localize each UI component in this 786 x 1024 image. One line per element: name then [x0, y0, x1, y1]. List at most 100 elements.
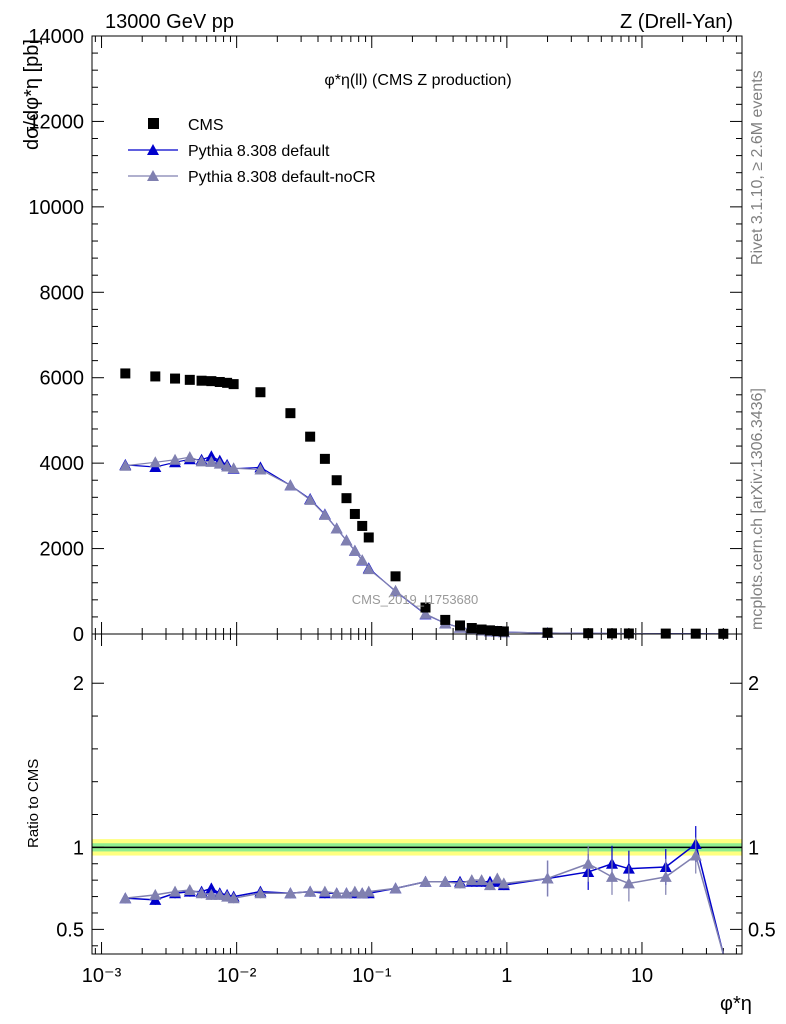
- main-series-point-1: [304, 493, 317, 505]
- cms-point: [492, 626, 503, 637]
- legend-marker-nocr: [147, 170, 159, 181]
- ratio-series-point-1: [169, 885, 182, 897]
- cms-point: [498, 626, 509, 637]
- ratio-series-point-1: [659, 870, 672, 882]
- header-right: Z (Drell-Yan): [620, 11, 733, 33]
- ratio-series-point-1: [304, 885, 317, 897]
- mcplots-label: mcplots.cern.ch [arXiv:1306.3436]: [749, 388, 766, 630]
- cms-point: [196, 375, 207, 386]
- cms-point: [363, 532, 374, 543]
- ratio-series-point-1: [330, 887, 343, 899]
- main-series-point-1: [356, 554, 369, 566]
- legend-label-cms: CMS: [188, 117, 224, 134]
- cms-point: [440, 614, 451, 625]
- ratio-series-point-1: [439, 875, 452, 887]
- cms-point: [341, 493, 352, 504]
- main-ytick-label: 14000: [28, 26, 84, 48]
- legend-label-nocr: Pythia 8.308 default-noCR: [188, 169, 376, 186]
- ratio-series-point-1: [582, 857, 595, 869]
- x-tick-label: 10⁻³: [82, 965, 122, 987]
- cms-point: [455, 620, 466, 631]
- main-series-point-1: [419, 607, 432, 619]
- cms-point: [606, 628, 617, 639]
- legend: CMS Pythia 8.308 default Pythia 8.308 defa…: [128, 117, 376, 186]
- cms-point: [466, 623, 477, 634]
- main-series-point-1: [348, 544, 361, 556]
- ratio-series-point-1: [149, 888, 162, 900]
- header-left: 13000 GeV pp: [105, 11, 234, 33]
- ratio-series-point-1: [362, 885, 375, 897]
- ratio-series-point-1: [483, 879, 496, 891]
- main-series-point-1: [318, 508, 331, 520]
- ratio-ytick-label-right: 2: [748, 673, 759, 695]
- ratio-series-line-1: [125, 854, 725, 955]
- cms-point: [390, 571, 401, 582]
- cms-point: [170, 373, 181, 384]
- ratio-series-point-0: [205, 882, 218, 894]
- ratio-ytick-label: 1: [73, 837, 84, 859]
- main-series-point-1: [149, 456, 162, 468]
- x-tick-label: 1: [501, 965, 512, 987]
- ratio-series-point-1: [454, 877, 467, 889]
- main-ytick-label: 10000: [28, 197, 84, 219]
- main-series-point-1: [213, 457, 226, 469]
- ratio-series-point-1: [465, 874, 478, 886]
- main-series-point-1: [362, 563, 375, 575]
- ratio-series-point-1: [254, 887, 267, 899]
- ratio-series-point-1: [389, 882, 402, 894]
- ratio-ytick-label-right: 1: [748, 837, 759, 859]
- ratio-xlabel: φ*η: [720, 993, 752, 1015]
- cms-point: [623, 628, 634, 639]
- main-ytick-label: 6000: [40, 368, 85, 390]
- main-series-point-1: [205, 455, 218, 467]
- main-ytick-label: 8000: [40, 282, 85, 304]
- ratio-series-point-1: [622, 877, 635, 889]
- cms-point: [319, 453, 330, 464]
- x-tick-label: 10: [631, 965, 653, 987]
- cms-point: [542, 627, 553, 638]
- ratio-series-point-1: [491, 872, 504, 884]
- ratio-ylabel: Ratio to CMS: [25, 759, 42, 848]
- rivet-label: Rivet 3.1.10, ≥ 2.6M events: [749, 70, 766, 265]
- main-series-point-1: [183, 451, 196, 463]
- main-ytick-label: 2000: [40, 539, 85, 561]
- ratio-series-point-1: [227, 892, 240, 904]
- main-ytick-label: 12000: [28, 111, 84, 133]
- cms-point: [184, 374, 195, 385]
- cms-point: [484, 625, 495, 636]
- ratio-ytick-label-right: 0.5: [748, 919, 776, 941]
- ratio-panel: 0.5 0.5 1 1 2 2 10⁻³ 10⁻² 10⁻¹ 1 10 Ratio to CMS φ…: [25, 633, 776, 1015]
- ratio-series-point-1: [689, 849, 702, 861]
- legend-marker-cms: [148, 118, 159, 129]
- legend-marker-default: [147, 144, 159, 155]
- ratio-series-point-1: [213, 888, 226, 900]
- ratio-series-point-1: [475, 874, 488, 886]
- main-series-point-1: [330, 522, 343, 534]
- main-series-point-1: [195, 455, 208, 467]
- main-series-point-1: [389, 584, 402, 596]
- ratio-series-point-1: [541, 872, 554, 884]
- main-series-point-1: [340, 534, 353, 546]
- ratio-series-point-1: [119, 892, 132, 904]
- x-tick-label: 10⁻²: [217, 965, 257, 987]
- ratio-ytick-label: 0.5: [56, 919, 84, 941]
- main-ytick-label: 4000: [40, 453, 85, 475]
- ratio-series-point-1: [195, 887, 208, 899]
- main-series-point-1: [254, 463, 267, 475]
- ratio-series-point-1: [183, 884, 196, 895]
- cms-point: [214, 376, 225, 387]
- ratio-series-point-1: [340, 887, 353, 899]
- cms-point: [305, 431, 316, 442]
- cms-point: [357, 520, 368, 531]
- main-series-point-1: [284, 479, 297, 491]
- main-series-point-0: [205, 450, 218, 462]
- cms-point: [285, 408, 296, 419]
- main-series-point-1: [169, 453, 182, 465]
- cms-point: [331, 475, 342, 486]
- main-panel: 0 2000 4000 6000 8000 10000 12000 14000 CMS_201…: [21, 26, 743, 646]
- ratio-frame: [91, 633, 743, 955]
- cms-point: [349, 508, 360, 519]
- main-ytick-label: 0: [73, 624, 84, 646]
- ratio-series-point-1: [318, 885, 331, 897]
